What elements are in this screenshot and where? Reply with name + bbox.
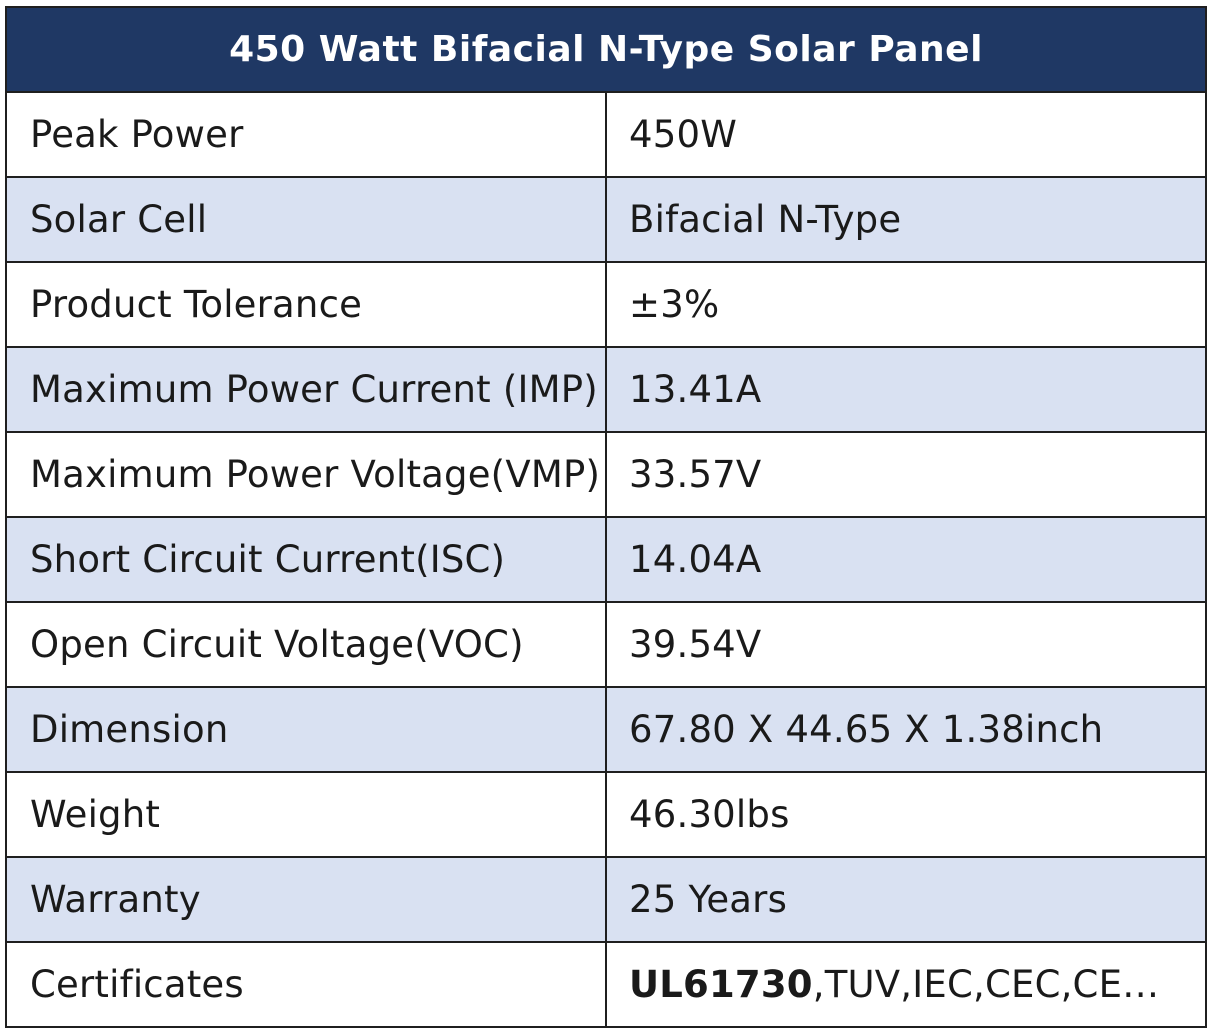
row-value-peak-power: 450W — [605, 91, 1207, 178]
title-row: 450 Watt Bifacial N-Type Solar Panel — [5, 6, 1207, 93]
table-row: Maximum Power Voltage(VMP) 33.57V — [5, 431, 1207, 518]
table-row: Peak Power 450W — [5, 91, 1207, 178]
row-label-imp: Maximum Power Current (IMP) — [5, 346, 607, 433]
row-label-dimension: Dimension — [5, 686, 607, 773]
row-label-isc: Short Circuit Current(ISC) — [5, 516, 607, 603]
row-value-vmp: 33.57V — [605, 431, 1207, 518]
table-row: Warranty 25 Years — [5, 856, 1207, 943]
table-row: Maximum Power Current (IMP) 13.41A — [5, 346, 1207, 433]
table-row: Dimension 67.80 X 44.65 X 1.38inch — [5, 686, 1207, 773]
row-value-product-tolerance: ±3% — [605, 261, 1207, 348]
row-value-dimension: 67.80 X 44.65 X 1.38inch — [605, 686, 1207, 773]
table-row: Short Circuit Current(ISC) 14.04A — [5, 516, 1207, 603]
table-row: Solar Cell Bifacial N-Type — [5, 176, 1207, 263]
table-row: Open Circuit Voltage(VOC) 39.54V — [5, 601, 1207, 688]
row-value-solar-cell: Bifacial N-Type — [605, 176, 1207, 263]
row-label-product-tolerance: Product Tolerance — [5, 261, 607, 348]
table-title: 450 Watt Bifacial N-Type Solar Panel — [5, 6, 1207, 93]
certificate-others: ,TUV,IEC,CEC,CE… — [812, 963, 1160, 1006]
row-value-certificates: UL61730,TUV,IEC,CEC,CE… — [605, 941, 1207, 1028]
table-row: Certificates UL61730,TUV,IEC,CEC,CE… — [5, 941, 1207, 1028]
table-row: Product Tolerance ±3% — [5, 261, 1207, 348]
row-value-imp: 13.41A — [605, 346, 1207, 433]
row-value-weight: 46.30lbs — [605, 771, 1207, 858]
row-value-isc: 14.04A — [605, 516, 1207, 603]
row-label-weight: Weight — [5, 771, 607, 858]
row-label-warranty: Warranty — [5, 856, 607, 943]
row-value-voc: 39.54V — [605, 601, 1207, 688]
spec-table: 450 Watt Bifacial N-Type Solar Panel Pea… — [5, 6, 1207, 1028]
table-row: Weight 46.30lbs — [5, 771, 1207, 858]
row-label-peak-power: Peak Power — [5, 91, 607, 178]
row-label-vmp: Maximum Power Voltage(VMP) — [5, 431, 607, 518]
row-label-voc: Open Circuit Voltage(VOC) — [5, 601, 607, 688]
row-value-warranty: 25 Years — [605, 856, 1207, 943]
certificate-primary: UL61730 — [629, 963, 813, 1006]
row-label-certificates: Certificates — [5, 941, 607, 1028]
row-label-solar-cell: Solar Cell — [5, 176, 607, 263]
